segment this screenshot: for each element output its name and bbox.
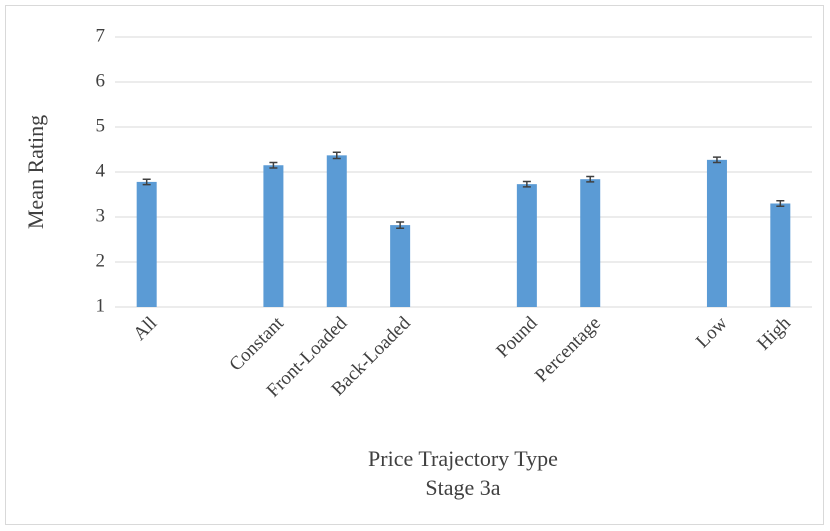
error-bar — [332, 151, 341, 160]
bar — [136, 181, 157, 307]
bar — [706, 159, 727, 307]
error-bar — [712, 156, 721, 164]
bar — [770, 203, 791, 307]
error-bar — [522, 180, 531, 188]
y-axis-title: Mean Rating — [23, 115, 48, 229]
bar — [390, 225, 411, 307]
y-tick-label: 5 — [96, 115, 106, 136]
error-bar — [776, 200, 785, 207]
error-bar — [142, 178, 151, 186]
x-axis-title: Price Trajectory Type — [368, 446, 558, 471]
y-tick-label: 1 — [96, 295, 106, 316]
error-bar — [586, 175, 595, 183]
y-tick-label: 7 — [96, 25, 106, 46]
y-tick-label: 4 — [96, 160, 106, 181]
bar — [263, 165, 284, 307]
bar — [580, 179, 601, 307]
y-tick-label: 2 — [96, 250, 106, 271]
error-bar — [269, 161, 278, 169]
bar — [516, 184, 537, 307]
error-bar — [396, 221, 405, 229]
y-tick-label: 6 — [96, 70, 106, 91]
x-axis-note: Stage 3a — [425, 475, 500, 500]
bar — [326, 155, 347, 307]
y-tick-label: 3 — [96, 205, 106, 226]
